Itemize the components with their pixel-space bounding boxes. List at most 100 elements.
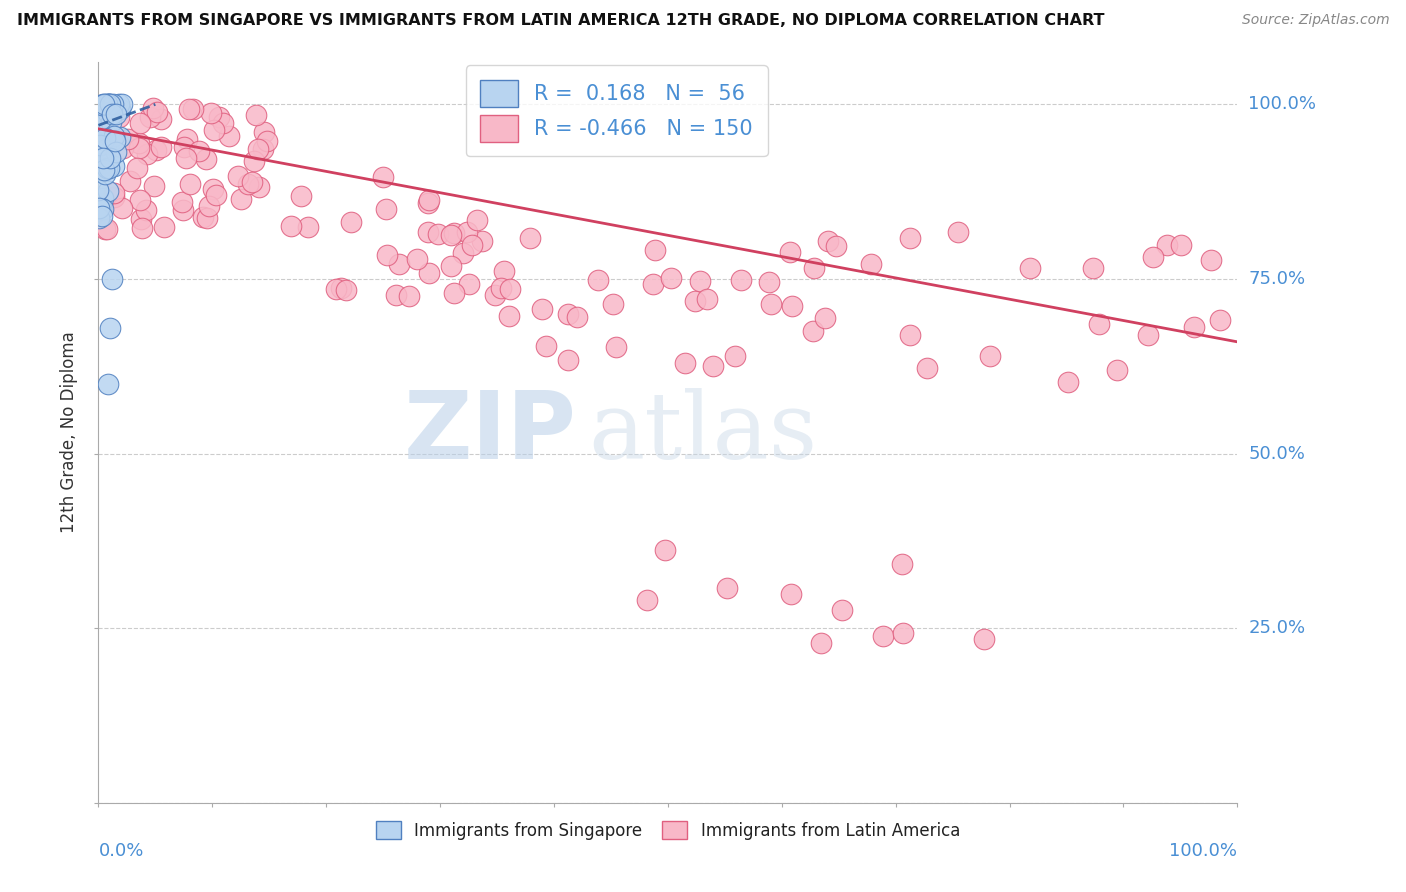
Point bbox=[240, 175, 263, 189]
Point bbox=[1136, 327, 1159, 342]
Point bbox=[93, 97, 115, 112]
Point bbox=[898, 231, 921, 245]
Point bbox=[1199, 252, 1222, 267]
Point bbox=[87, 201, 110, 215]
Text: Source: ZipAtlas.com: Source: ZipAtlas.com bbox=[1241, 13, 1389, 28]
Point bbox=[97, 185, 120, 199]
Point bbox=[97, 161, 120, 175]
Point bbox=[979, 350, 1001, 364]
Point bbox=[256, 134, 278, 148]
Text: 100.0%: 100.0% bbox=[1249, 95, 1316, 113]
Point bbox=[202, 123, 225, 137]
Point bbox=[89, 120, 111, 134]
Point bbox=[94, 143, 117, 157]
Point bbox=[724, 349, 747, 363]
Point bbox=[416, 225, 439, 239]
Point bbox=[202, 182, 225, 196]
Point bbox=[91, 155, 114, 169]
Point bbox=[416, 196, 439, 211]
Point bbox=[104, 145, 127, 159]
Point bbox=[810, 636, 832, 650]
Point bbox=[443, 226, 465, 240]
Point bbox=[107, 103, 129, 117]
Point bbox=[565, 310, 588, 325]
Point bbox=[891, 626, 914, 640]
Point bbox=[104, 107, 127, 121]
Point bbox=[1142, 250, 1164, 264]
Point bbox=[654, 543, 676, 558]
Point bbox=[207, 110, 229, 124]
Point bbox=[91, 116, 114, 130]
Point bbox=[145, 104, 167, 119]
Point bbox=[499, 282, 522, 296]
Point bbox=[191, 211, 214, 225]
Point bbox=[127, 161, 149, 176]
Point bbox=[93, 151, 115, 165]
Point bbox=[98, 110, 121, 124]
Point bbox=[489, 281, 512, 295]
Text: 50.0%: 50.0% bbox=[1249, 444, 1305, 463]
Point bbox=[179, 177, 201, 191]
Point bbox=[872, 629, 894, 643]
Point bbox=[101, 107, 124, 121]
Point bbox=[536, 338, 558, 352]
Point bbox=[135, 202, 157, 217]
Point bbox=[461, 237, 484, 252]
Text: 100.0%: 100.0% bbox=[1170, 842, 1237, 860]
Point bbox=[96, 161, 118, 176]
Point bbox=[683, 294, 706, 309]
Point bbox=[181, 102, 204, 116]
Point bbox=[780, 587, 803, 601]
Point bbox=[112, 141, 135, 155]
Point bbox=[142, 179, 165, 194]
Point bbox=[174, 151, 197, 165]
Point bbox=[385, 288, 408, 302]
Point bbox=[530, 302, 553, 317]
Point bbox=[406, 252, 429, 267]
Point bbox=[97, 106, 120, 120]
Point bbox=[98, 321, 121, 335]
Point bbox=[440, 227, 463, 242]
Point bbox=[456, 225, 478, 239]
Point bbox=[588, 273, 610, 287]
Point bbox=[96, 97, 118, 112]
Point bbox=[100, 114, 122, 128]
Point bbox=[153, 219, 176, 234]
Point bbox=[197, 198, 219, 212]
Point bbox=[91, 97, 114, 112]
Point bbox=[101, 272, 124, 286]
Point bbox=[94, 97, 117, 112]
Point bbox=[170, 194, 193, 209]
Point bbox=[93, 141, 115, 155]
Point bbox=[1156, 238, 1178, 252]
Point bbox=[915, 360, 938, 375]
Point bbox=[1088, 317, 1111, 331]
Point bbox=[242, 154, 264, 169]
Point bbox=[229, 193, 252, 207]
Point bbox=[96, 222, 118, 236]
Point bbox=[103, 159, 125, 173]
Point bbox=[636, 592, 658, 607]
Point bbox=[340, 214, 363, 228]
Point bbox=[93, 123, 115, 137]
Point bbox=[211, 116, 233, 130]
Point bbox=[103, 97, 125, 112]
Point bbox=[702, 359, 724, 373]
Point bbox=[643, 277, 665, 291]
Point bbox=[120, 174, 142, 188]
Point bbox=[716, 581, 738, 595]
Point bbox=[373, 170, 395, 185]
Point bbox=[108, 110, 131, 124]
Point bbox=[644, 243, 666, 257]
Point bbox=[142, 101, 165, 115]
Point bbox=[226, 169, 249, 184]
Point bbox=[91, 191, 114, 205]
Point bbox=[177, 102, 200, 116]
Point bbox=[98, 151, 121, 165]
Point bbox=[103, 186, 125, 200]
Point bbox=[145, 144, 167, 158]
Point bbox=[90, 98, 112, 112]
Point bbox=[388, 257, 411, 271]
Point bbox=[128, 193, 150, 207]
Point bbox=[98, 97, 121, 112]
